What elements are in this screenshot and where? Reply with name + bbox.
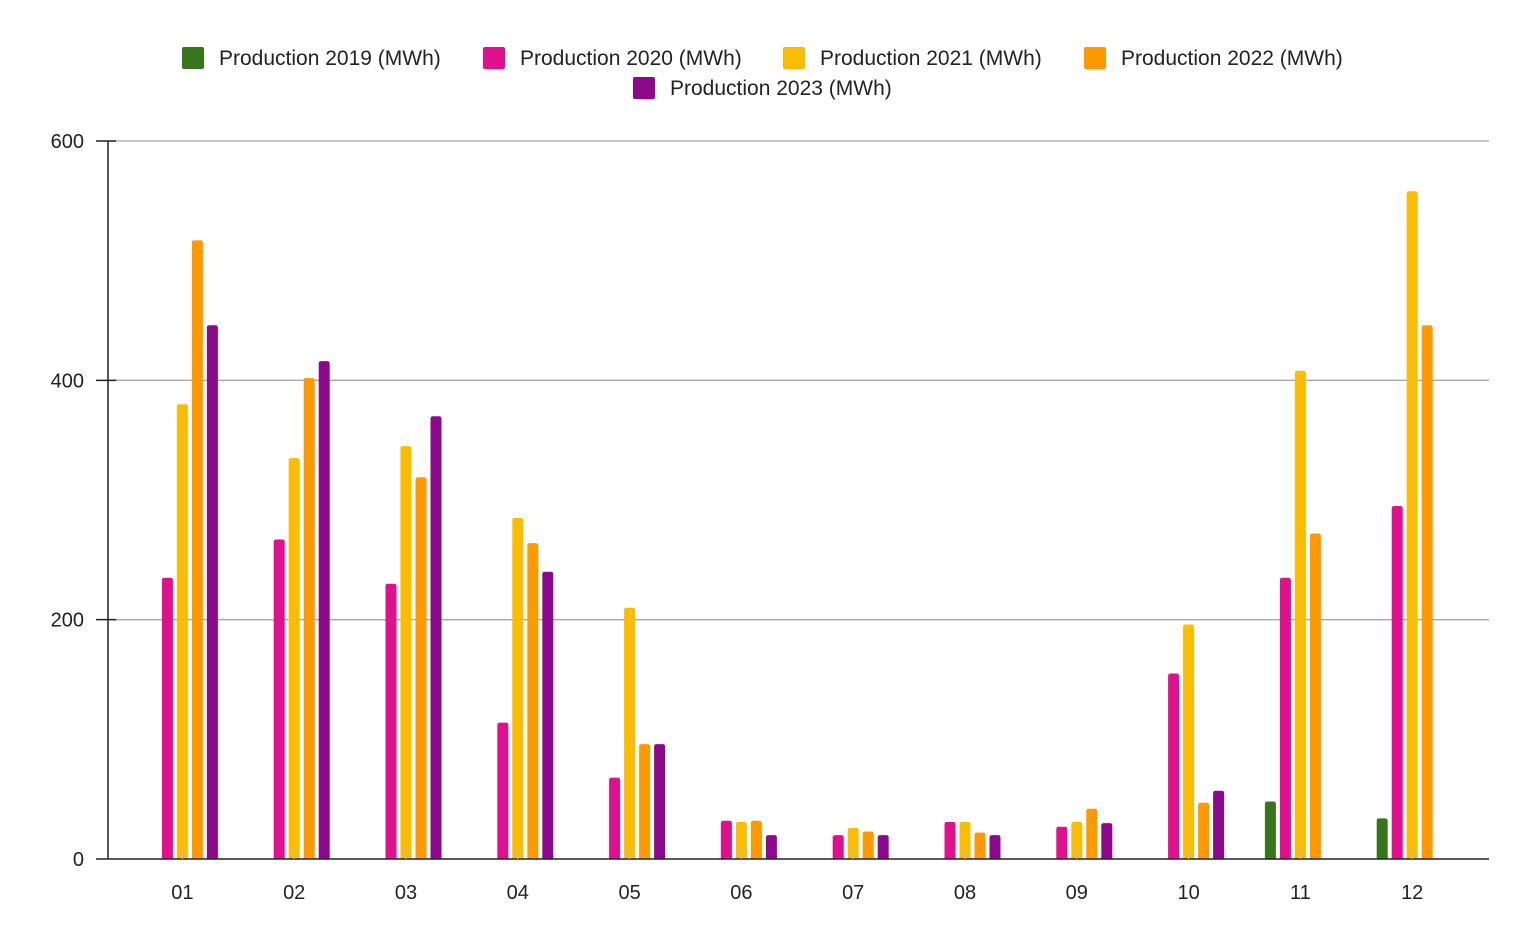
x-tick-label: 12 [1401, 882, 1423, 904]
legend-label: Production 2021 (MWh) [820, 47, 1042, 70]
legend: Production 2019 (MWh) Production 2020 (MW… [182, 47, 1343, 100]
bar[interactable] [832, 835, 844, 859]
bar[interactable] [1421, 325, 1433, 860]
bar[interactable] [303, 377, 315, 859]
bar[interactable] [273, 539, 285, 859]
bar[interactable] [944, 821, 956, 859]
legend-label: Production 2020 (MWh) [520, 47, 742, 70]
x-tick-label: 04 [507, 882, 529, 904]
bar[interactable] [1168, 673, 1180, 859]
y-tick-label: 400 [51, 370, 84, 392]
bar[interactable] [318, 361, 330, 859]
bar[interactable] [1294, 370, 1306, 859]
legend-item[interactable]: Production 2019 (MWh) [182, 47, 441, 70]
legend-swatch [783, 47, 805, 69]
bar[interactable] [720, 820, 732, 859]
legend-item[interactable]: Production 2021 (MWh) [783, 47, 1042, 70]
x-tick-label: 05 [618, 882, 640, 904]
bar[interactable] [1213, 790, 1225, 859]
bar[interactable] [847, 827, 859, 859]
bar[interactable] [191, 240, 203, 859]
bar[interactable] [385, 583, 397, 859]
bar[interactable] [639, 744, 651, 859]
x-tick-label: 02 [283, 882, 305, 904]
bar[interactable] [1101, 823, 1113, 859]
x-tick-label: 01 [171, 882, 193, 904]
x-tick-label: 06 [730, 882, 752, 904]
bar[interactable] [497, 722, 509, 859]
legend-label: Production 2023 (MWh) [670, 77, 892, 100]
x-tick-label: 09 [1066, 882, 1088, 904]
legend-swatch [483, 47, 505, 69]
bar[interactable] [430, 416, 442, 859]
bar[interactable] [735, 821, 747, 859]
bar[interactable] [512, 517, 524, 859]
y-tick-label: 600 [51, 131, 84, 153]
legend-swatch [1084, 47, 1106, 69]
legend-swatch [182, 47, 204, 69]
bar[interactable] [609, 777, 621, 859]
bar[interactable] [765, 835, 777, 859]
bar[interactable] [1198, 802, 1210, 859]
legend-label: Production 2022 (MWh) [1121, 47, 1343, 70]
axes: 0 200 400 600 01 02 03 04 05 06 07 08 09 10 11 12 [51, 131, 1489, 904]
bar[interactable] [862, 831, 874, 859]
bar[interactable] [161, 577, 173, 859]
bar[interactable] [1183, 624, 1195, 859]
x-tick-label: 08 [954, 882, 976, 904]
bar[interactable] [750, 820, 762, 859]
bar[interactable] [206, 325, 218, 860]
bar[interactable] [1391, 505, 1403, 859]
bar[interactable] [1406, 191, 1418, 859]
bar[interactable] [1264, 801, 1276, 859]
x-tick-label: 10 [1177, 882, 1199, 904]
x-tick-label: 07 [842, 882, 864, 904]
bar[interactable] [624, 607, 636, 859]
bar[interactable] [527, 543, 539, 859]
bar[interactable] [176, 404, 188, 859]
bar[interactable] [654, 744, 666, 859]
bars [161, 191, 1433, 860]
bar[interactable] [415, 477, 427, 859]
bar[interactable] [974, 832, 986, 859]
bar[interactable] [877, 835, 889, 859]
legend-label: Production 2019 (MWh) [219, 47, 441, 70]
bar[interactable] [1279, 577, 1291, 859]
y-tick-label: 200 [51, 610, 84, 632]
y-tick-label: 0 [73, 849, 84, 871]
bar[interactable] [1071, 821, 1083, 859]
legend-item[interactable]: Production 2022 (MWh) [1084, 47, 1343, 70]
bar[interactable] [1056, 826, 1068, 859]
bar[interactable] [959, 821, 971, 859]
legend-swatch [633, 77, 655, 99]
bar[interactable] [288, 458, 300, 859]
bar[interactable] [542, 571, 554, 859]
bar[interactable] [1086, 808, 1098, 859]
legend-item[interactable]: Production 2020 (MWh) [483, 47, 742, 70]
bar[interactable] [989, 835, 1001, 859]
gridlines [96, 140, 1489, 621]
bar[interactable] [1376, 818, 1388, 859]
x-tick-label: 11 [1290, 882, 1311, 904]
bar[interactable] [1309, 533, 1321, 859]
legend-item[interactable]: Production 2023 (MWh) [633, 77, 892, 100]
bar[interactable] [400, 446, 412, 859]
x-tick-label: 03 [395, 882, 417, 904]
